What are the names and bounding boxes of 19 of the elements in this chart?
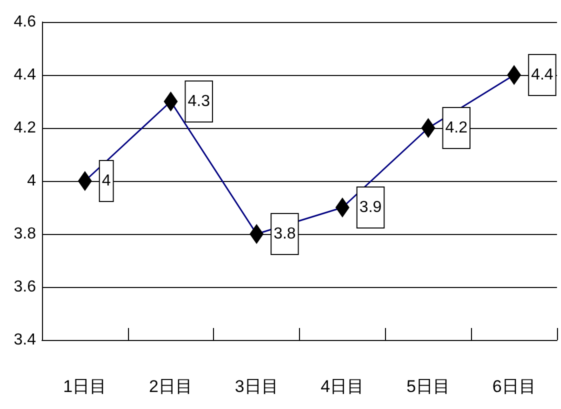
data-label: 4 [102, 172, 111, 190]
x-tick-label: 6日目 [492, 377, 536, 396]
data-label: 4.4 [531, 66, 554, 84]
y-tick-label: 4.4 [14, 66, 36, 84]
y-tick-label: 3.4 [14, 332, 36, 348]
y-tick-label: 3.8 [14, 226, 36, 242]
x-tick-label: 3日目 [234, 377, 278, 396]
x-tick-label: 2日目 [149, 377, 192, 396]
y-tick-label: 3.6 [14, 278, 36, 296]
x-tick-label: 4日目 [320, 377, 364, 396]
x-tick-label: 5日目 [406, 377, 450, 396]
data-label: 3.9 [359, 199, 382, 216]
data-label: 4.2 [445, 120, 468, 136]
y-tick-label: 4.6 [14, 14, 36, 30]
x-tick-label: 1日目 [63, 377, 107, 396]
y-tick-label: 4 [27, 172, 36, 190]
data-label: 3.8 [274, 226, 296, 242]
y-tick-label: 4.2 [14, 120, 36, 136]
data-label: 4.3 [188, 93, 210, 110]
